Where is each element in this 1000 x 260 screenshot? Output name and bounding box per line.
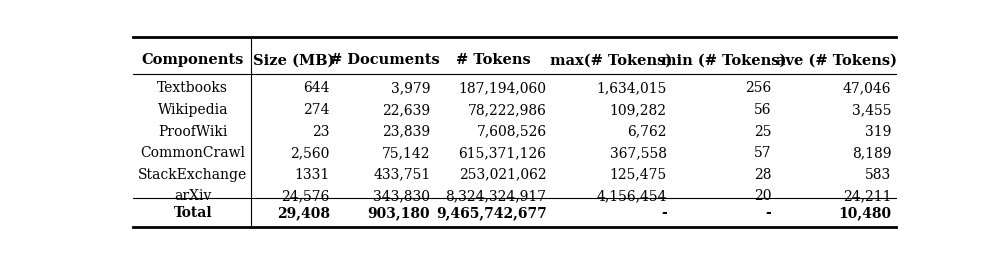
Text: 583: 583: [865, 168, 891, 182]
Text: 3,979: 3,979: [391, 81, 430, 95]
Text: Size (MB): Size (MB): [253, 53, 334, 67]
Text: 8,324,324,917: 8,324,324,917: [445, 189, 547, 203]
Text: 433,751: 433,751: [373, 168, 430, 182]
Text: 274: 274: [303, 103, 330, 117]
Text: max(# Tokens): max(# Tokens): [550, 53, 672, 67]
Text: 1331: 1331: [294, 168, 330, 182]
Text: Textbooks: Textbooks: [157, 81, 228, 95]
Text: 29,408: 29,408: [277, 206, 330, 220]
Text: 256: 256: [745, 81, 771, 95]
Text: 367,558: 367,558: [610, 146, 667, 160]
Text: ProofWiki: ProofWiki: [158, 125, 228, 139]
Text: 9,465,742,677: 9,465,742,677: [436, 206, 547, 220]
Text: 20: 20: [754, 189, 771, 203]
Text: StackExchange: StackExchange: [138, 168, 247, 182]
Text: # Tokens: # Tokens: [456, 53, 530, 67]
Text: 24,211: 24,211: [843, 189, 891, 203]
Text: 47,046: 47,046: [843, 81, 891, 95]
Text: 187,194,060: 187,194,060: [459, 81, 547, 95]
Text: 10,480: 10,480: [838, 206, 891, 220]
Text: arXiv: arXiv: [174, 189, 212, 203]
Text: 24,576: 24,576: [281, 189, 330, 203]
Text: 2,560: 2,560: [290, 146, 330, 160]
Text: 125,475: 125,475: [609, 168, 667, 182]
Text: CommonCrawl: CommonCrawl: [140, 146, 245, 160]
Text: 23: 23: [312, 125, 330, 139]
Text: min (# Tokens): min (# Tokens): [661, 53, 786, 67]
Text: -: -: [766, 206, 771, 220]
Text: 3,455: 3,455: [852, 103, 891, 117]
Text: 7,608,526: 7,608,526: [476, 125, 547, 139]
Text: 22,639: 22,639: [382, 103, 430, 117]
Text: 75,142: 75,142: [382, 146, 430, 160]
Text: Components: Components: [142, 53, 244, 67]
Text: 4,156,454: 4,156,454: [596, 189, 667, 203]
Text: 28: 28: [754, 168, 771, 182]
Text: 6,762: 6,762: [627, 125, 667, 139]
Text: 56: 56: [754, 103, 771, 117]
Text: 903,180: 903,180: [368, 206, 430, 220]
Text: 109,282: 109,282: [610, 103, 667, 117]
Text: Wikipedia: Wikipedia: [158, 103, 228, 117]
Text: 644: 644: [303, 81, 330, 95]
Text: Total: Total: [174, 206, 212, 220]
Text: 8,189: 8,189: [852, 146, 891, 160]
Text: -: -: [661, 206, 667, 220]
Text: 25: 25: [754, 125, 771, 139]
Text: 57: 57: [754, 146, 771, 160]
Text: 319: 319: [865, 125, 891, 139]
Text: ave (# Tokens): ave (# Tokens): [776, 53, 897, 67]
Text: 343,830: 343,830: [373, 189, 430, 203]
Text: # Documents: # Documents: [330, 53, 440, 67]
Text: 23,839: 23,839: [382, 125, 430, 139]
Text: 1,634,015: 1,634,015: [596, 81, 667, 95]
Text: 78,222,986: 78,222,986: [468, 103, 547, 117]
Text: 615,371,126: 615,371,126: [459, 146, 547, 160]
Text: 253,021,062: 253,021,062: [459, 168, 547, 182]
